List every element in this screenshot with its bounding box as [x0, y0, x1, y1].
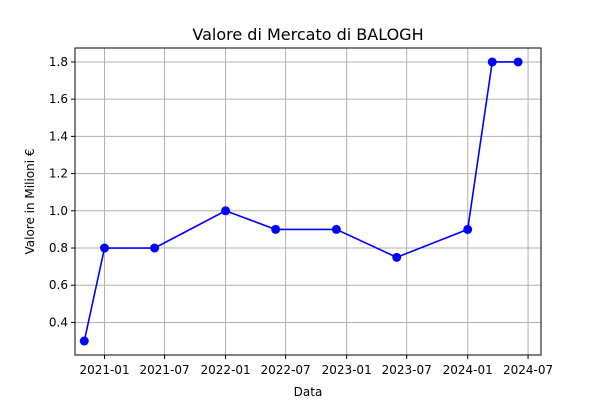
x-tick-label: 2022-01: [201, 363, 251, 377]
y-tick-label: 1.8: [49, 55, 68, 69]
y-tick-label: 0.6: [49, 278, 68, 292]
chart-title: Valore di Mercato di BALOGH: [192, 25, 423, 44]
x-tick-label: 2022-07: [261, 363, 311, 377]
data-point: [331, 224, 341, 234]
y-tick-label: 1.0: [49, 204, 68, 218]
x-tick-label: 2023-01: [322, 363, 372, 377]
data-point: [100, 243, 110, 253]
y-tick-label: 1.4: [49, 129, 68, 143]
x-tick-label: 2023-07: [382, 363, 432, 377]
y-axis-label: Valore in Milioni €: [23, 148, 37, 254]
series-line: [83, 61, 519, 342]
x-tick-label: 2021-01: [79, 363, 129, 377]
x-tick-label: 2024-07: [503, 363, 553, 377]
ticks: 2021-01 2021-07 2022-01 2022-07 2023-01 2023-…: [49, 55, 553, 377]
x-axis-label: Data: [294, 385, 323, 399]
data-point: [79, 336, 89, 346]
y-tick-label: 1.2: [49, 167, 68, 181]
x-tick-label: 2024-01: [443, 363, 493, 377]
data-point: [487, 57, 497, 67]
y-tick-label: 0.8: [49, 241, 68, 255]
series-layer: [79, 57, 523, 346]
data-point: [221, 206, 231, 216]
y-tick-label: 0.4: [49, 315, 68, 329]
x-tick-label: 2021-07: [139, 363, 189, 377]
data-point: [150, 243, 160, 253]
data-point: [513, 57, 523, 67]
data-point: [271, 224, 281, 234]
y-tick-label: 1.6: [49, 92, 68, 106]
plot-frame: [74, 47, 542, 356]
data-point: [392, 252, 402, 262]
data-point: [463, 224, 473, 234]
